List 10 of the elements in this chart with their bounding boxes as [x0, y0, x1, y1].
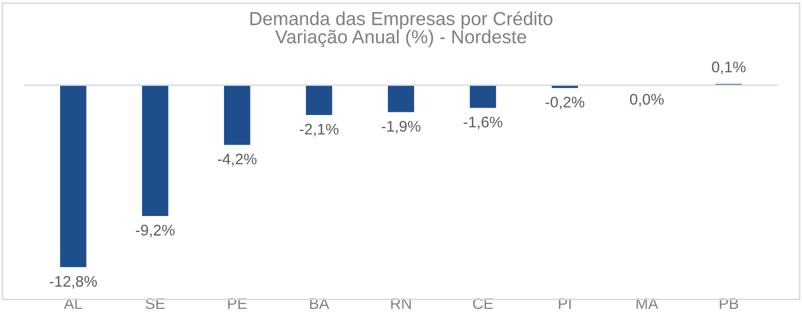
data-label: -4,2%: [218, 154, 257, 166]
data-label: -9,2%: [136, 224, 175, 238]
chart-title: Demanda das Empresas por Crédito Variação Anual (%) - Nordeste: [250, 11, 552, 48]
data-label: -1,9%: [382, 120, 420, 134]
data-label: -12,8%: [50, 276, 97, 289]
data-label: 0,0%: [630, 94, 664, 107]
data-label: 0,1%: [712, 62, 746, 74]
data-label: -2,1%: [300, 124, 338, 136]
data-label: -0,2%: [546, 96, 584, 110]
data-label: -1,6%: [464, 116, 502, 130]
